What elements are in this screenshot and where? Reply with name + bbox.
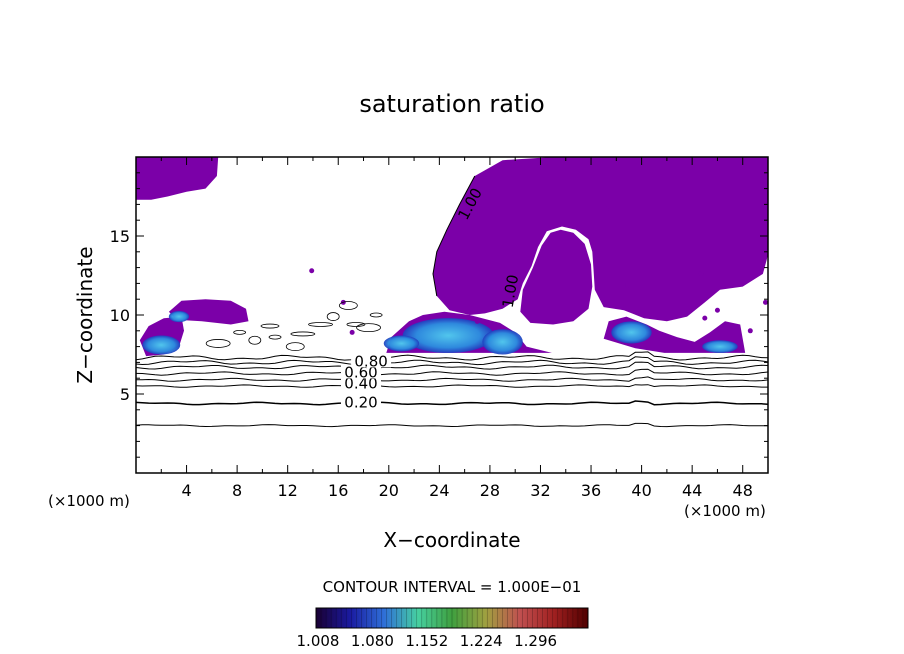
contour-line-small <box>369 312 383 318</box>
contour-label: 0.60 <box>344 363 377 381</box>
contour-line <box>136 422 768 428</box>
x-tick-label: 32 <box>530 481 550 500</box>
contour-line-small <box>260 323 280 329</box>
colorbar-tick-label: 1.152 <box>405 632 448 650</box>
contour-line-small <box>338 301 358 310</box>
contour-label-bg <box>340 375 381 390</box>
fill-speck <box>714 307 720 313</box>
contour-label: 0.80 <box>354 352 387 370</box>
x-tick-label: 16 <box>328 481 348 500</box>
contour-line-small <box>346 322 366 327</box>
contour-line-1.00 <box>432 175 476 297</box>
contour-line-small <box>326 312 340 321</box>
fill-speck <box>625 282 631 288</box>
fill-region-left-mid <box>168 299 249 325</box>
colorbar-tick-label: 1.224 <box>460 632 503 650</box>
contour-line-small <box>308 322 333 327</box>
y-tick-label: 15 <box>110 227 130 246</box>
contour-label-bg <box>351 353 392 368</box>
x-tick-label: 20 <box>379 481 399 500</box>
x-axis-ticks: 4 8 12 16 20 24 28 32 36 40 44 48 <box>160 157 753 500</box>
x-tick-label: 36 <box>581 481 601 500</box>
contour-line-small <box>290 331 316 337</box>
supersaturation-core <box>702 340 738 353</box>
chart-title: saturation ratio <box>359 90 544 118</box>
x-tick-label: 48 <box>733 481 753 500</box>
contour-line-small <box>285 342 305 352</box>
x-tick-label: 4 <box>181 481 191 500</box>
colorbar-tick-label: 1.080 <box>351 632 394 650</box>
supersaturation-core <box>383 335 420 352</box>
colorbar-tick-label: 1.008 <box>297 632 340 650</box>
supersaturation-core <box>402 318 494 353</box>
contour-line-small <box>205 339 231 348</box>
x-tick-label: 44 <box>682 481 702 500</box>
x-tick-label: 40 <box>631 481 651 500</box>
contour-line-small <box>268 334 282 340</box>
y-axis-ticks: 5 10 15 <box>110 172 768 458</box>
y-tick-label: 5 <box>120 385 130 404</box>
fill-speck <box>349 329 355 335</box>
x-axis-label: X−coordinate <box>383 528 520 552</box>
x-tick-label: 12 <box>278 481 298 500</box>
supersaturation-core <box>168 311 190 323</box>
fill-speck <box>762 299 768 305</box>
contour-label: 0.40 <box>344 375 377 393</box>
x-tick-label: 24 <box>429 481 449 500</box>
contour-line <box>136 368 768 376</box>
contour-line <box>136 361 768 370</box>
contour-label: 0.20 <box>344 393 377 411</box>
fill-region-upper-left <box>136 157 219 200</box>
plot-area <box>136 157 768 428</box>
contour-line-small <box>248 335 262 345</box>
fill-speck <box>747 328 753 334</box>
supersaturation-core <box>611 321 652 344</box>
contour-line <box>136 384 768 388</box>
x-unit-left: (×1000 m) <box>48 492 130 510</box>
x-tick-label: 8 <box>232 481 242 500</box>
fill-speck <box>603 206 609 212</box>
contour-label: 1.00 <box>499 273 523 309</box>
y-axis-label: Z−coordinate <box>73 246 97 383</box>
fill-region-upper-right <box>433 157 768 325</box>
supersaturation-core <box>142 335 181 355</box>
supersaturation-fill <box>136 157 768 357</box>
fill-speck <box>474 318 480 324</box>
y-tick-label: 10 <box>110 306 130 325</box>
contour-line-small <box>356 323 381 333</box>
supersaturation-core <box>482 329 523 355</box>
contour-lines <box>136 175 768 428</box>
contour-line <box>136 400 768 406</box>
x-unit-right: (×1000 m) <box>684 502 766 520</box>
contour-interval-text: CONTOUR INTERVAL = 1.000E−01 <box>323 578 582 596</box>
x-tick-label: 28 <box>480 481 500 500</box>
contour-label-bg <box>340 364 381 379</box>
contour-label-bg <box>340 394 381 409</box>
contour-line <box>136 356 768 366</box>
fill-speck <box>702 315 708 321</box>
colorbar-ticks: 1.008 1.080 1.152 1.224 1.296 <box>297 632 558 650</box>
contour-line-small <box>233 329 247 335</box>
colorbar <box>315 607 589 629</box>
fill-speck <box>309 268 315 274</box>
colorbar-tick-label: 1.296 <box>514 632 557 650</box>
fill-speck <box>698 271 704 277</box>
contour-line <box>136 351 768 361</box>
colorbar-stripes <box>320 608 584 628</box>
contour-line <box>136 376 768 382</box>
